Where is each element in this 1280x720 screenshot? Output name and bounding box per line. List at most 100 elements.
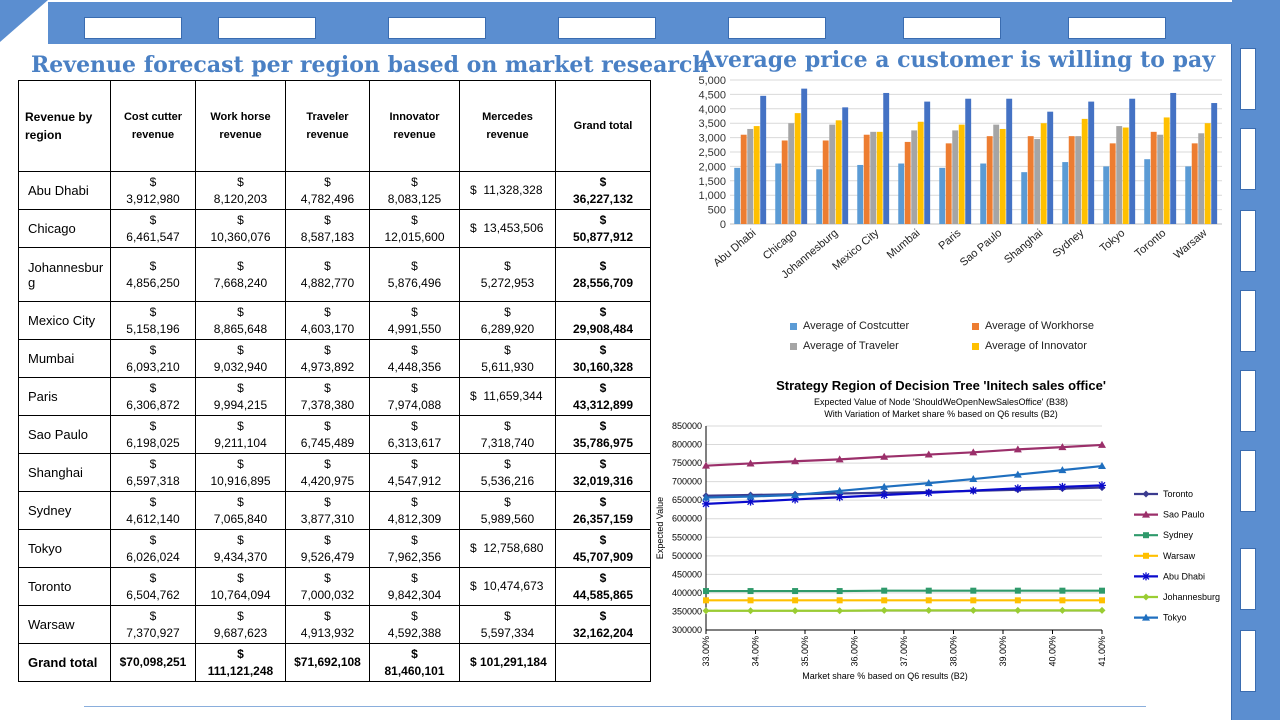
value-text: 6,745,489 <box>300 435 355 450</box>
legend-label: Warsaw <box>1163 551 1196 561</box>
column-header: Work horse revenue <box>195 80 286 172</box>
value-text: 29,908,484 <box>572 321 634 336</box>
bar <box>1088 101 1095 224</box>
value-cell: $6,597,318 <box>110 453 196 492</box>
frame-corner <box>0 0 48 42</box>
frame-window <box>388 17 486 39</box>
currency-symbol: $ <box>504 304 511 319</box>
data-point <box>969 475 978 483</box>
currency-symbol: $ <box>411 456 418 471</box>
currency-symbol: $ <box>324 174 331 189</box>
value-cell: $8,587,183 <box>285 209 370 248</box>
bar <box>788 123 795 224</box>
data-point <box>1099 597 1105 604</box>
legend-label: Toronto <box>1163 489 1193 499</box>
data-point <box>1098 462 1106 470</box>
value-text: 9,842,304 <box>387 587 442 602</box>
table-row: Johannesburg $4,856,250 $7,668,240 $4,882,7… <box>18 247 651 302</box>
value-cell: $8,083,125 <box>369 171 460 210</box>
bar <box>1198 133 1205 224</box>
region-cell: Paris <box>18 377 111 416</box>
currency-symbol: $ <box>599 380 607 395</box>
value-cell: $43,312,899 <box>555 377 651 416</box>
series-line <box>705 464 1103 499</box>
data-point <box>1058 482 1067 491</box>
currency-symbol: $ <box>411 570 418 585</box>
value-text: 6,461,547 <box>126 229 180 244</box>
bar <box>1163 117 1170 224</box>
value-cell: $ 12,758,680 <box>459 529 556 568</box>
currency-symbol: $ <box>411 380 418 395</box>
value-cell: $5,876,496 <box>369 247 460 302</box>
value-cell: $3,912,980 <box>110 171 196 210</box>
value-cell: $50,877,912 <box>555 209 651 248</box>
y-tick-label: 350000 <box>672 606 702 616</box>
value-cell: $ 13,453,506 <box>459 209 556 248</box>
legend-label: Average of Traveler <box>803 340 899 352</box>
value-text: 9,434,370 <box>213 549 268 564</box>
value-cell: $8,120,203 <box>195 171 286 210</box>
currency-symbol: $ <box>411 342 418 357</box>
data-point <box>1142 490 1150 498</box>
currency-symbol: $ <box>149 258 157 273</box>
data-point <box>1143 532 1149 539</box>
value-cell: $36,227,132 <box>555 171 651 210</box>
data-point <box>925 606 933 614</box>
value-text: 6,289,920 <box>480 321 535 336</box>
table-header-row: Revenue by region Cost cutter revenue Wo… <box>18 80 651 172</box>
region-cell: Shanghai <box>18 453 111 492</box>
y-tick-label: 850000 <box>672 421 702 431</box>
y-tick-label: 1,000 <box>698 190 726 202</box>
data-point <box>880 490 889 499</box>
y-tick-label: 2,000 <box>698 161 726 173</box>
grand-total-row: Grand total $70,098,251 $111,121,248 $71,69… <box>18 643 651 682</box>
value-cell: $32,162,204 <box>555 605 651 644</box>
value-text: 36,227,132 <box>572 191 634 206</box>
region-cell: Toronto <box>18 567 111 606</box>
currency-symbol: $ <box>411 304 418 319</box>
right-frame-bar <box>1232 0 1280 720</box>
bar <box>775 163 782 224</box>
currency-symbol: $ <box>237 212 244 227</box>
value-cell: $32,019,316 <box>555 453 651 492</box>
currency-symbol: $ <box>599 494 607 509</box>
data-point <box>702 499 710 508</box>
legend-label: Sao Paulo <box>1163 510 1205 520</box>
data-point <box>1014 597 1021 604</box>
currency-symbol: $ <box>599 456 607 471</box>
bar <box>1062 162 1069 224</box>
value-cell: $6,745,489 <box>285 415 370 454</box>
top-frame-bar <box>48 2 1232 44</box>
value-text: 26,357,159 <box>572 511 634 526</box>
currency-symbol: $ <box>237 608 244 623</box>
data-point <box>1013 484 1022 493</box>
data-point <box>791 490 800 498</box>
data-point <box>1142 510 1150 518</box>
data-point <box>746 497 755 506</box>
frame-window <box>218 17 316 39</box>
legend-label: Sydney <box>1163 530 1194 540</box>
frame-window <box>1240 630 1256 692</box>
grand-total-cell: $111,121,248 <box>195 643 286 682</box>
value-text: 81,460,101 <box>384 663 445 678</box>
data-point <box>702 607 710 615</box>
bar <box>999 128 1006 224</box>
data-point <box>969 448 978 456</box>
bar <box>863 134 870 224</box>
data-point <box>1058 443 1067 451</box>
value-cell: $9,032,940 <box>195 339 286 378</box>
value-text: 43,312,899 <box>572 397 634 412</box>
value-cell: $29,908,484 <box>555 301 651 340</box>
bar <box>822 140 829 224</box>
frame-window <box>1240 450 1256 512</box>
value-cell: $7,378,380 <box>285 377 370 416</box>
currency-symbol: $ <box>149 212 157 227</box>
currency-symbol: $ <box>504 418 511 433</box>
bar <box>1027 136 1034 224</box>
column-header: Mercedes revenue <box>459 80 556 172</box>
bar <box>842 107 849 224</box>
table-row: Mumbai $6,093,210 $9,032,940 $4,973,892 $4,4… <box>18 339 651 378</box>
value-text: 4,782,496 <box>300 191 355 206</box>
value-cell: $9,526,479 <box>285 529 370 568</box>
y-tick-label: 450000 <box>672 569 702 579</box>
